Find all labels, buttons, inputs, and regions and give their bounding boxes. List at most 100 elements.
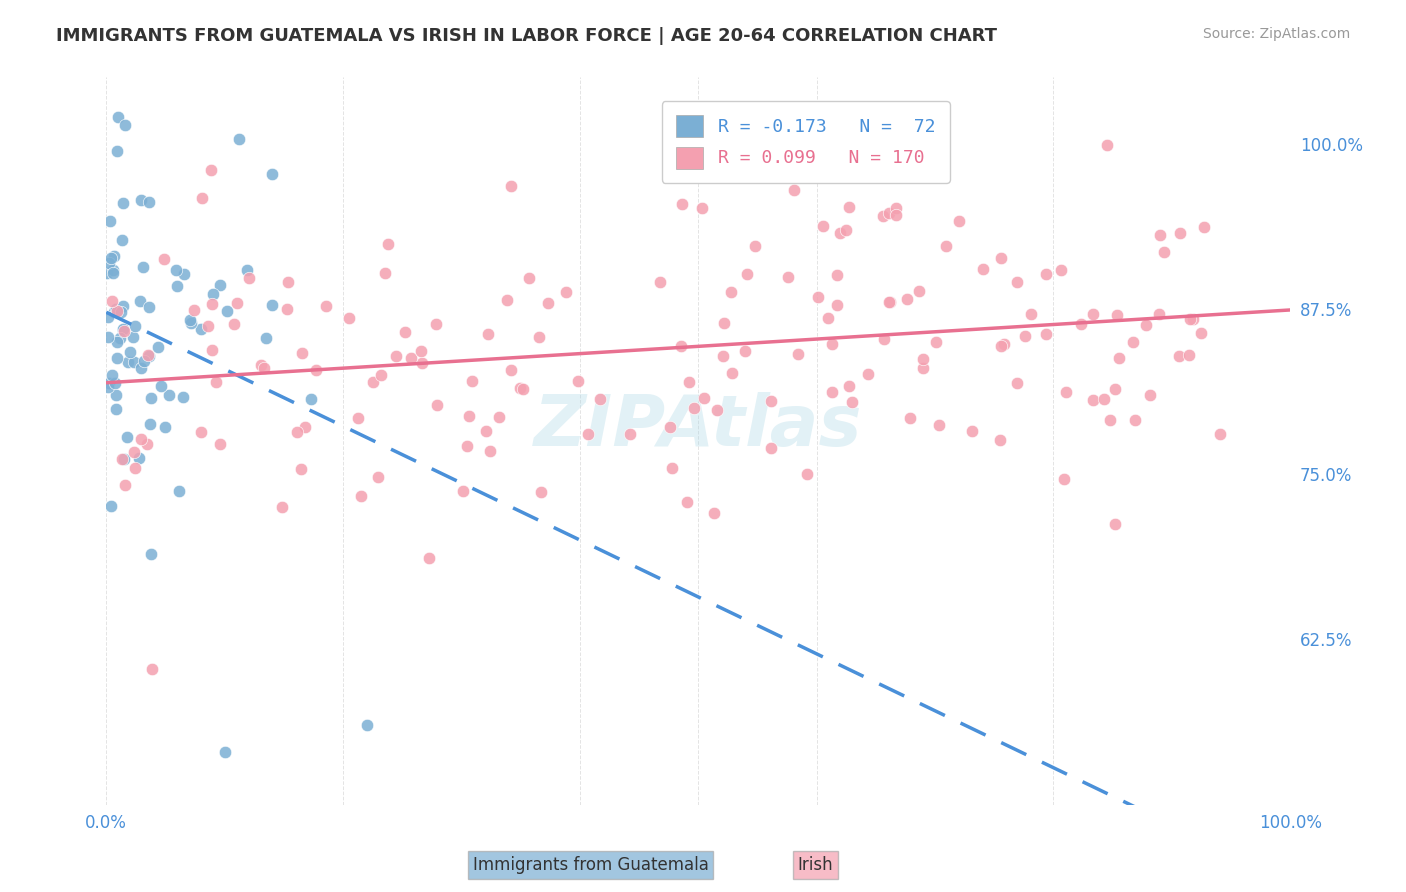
Point xyxy=(197,319,219,334)
Point xyxy=(238,271,260,285)
Text: ZIPAtlas: ZIPAtlas xyxy=(534,392,862,461)
Point xyxy=(112,324,135,338)
Point xyxy=(879,294,901,309)
Point xyxy=(817,311,839,326)
Point xyxy=(139,547,162,561)
Point xyxy=(426,398,449,412)
Point xyxy=(138,300,160,314)
Point xyxy=(399,351,422,365)
Point xyxy=(1050,263,1073,277)
Point xyxy=(1123,412,1146,426)
Point xyxy=(277,275,299,289)
Point xyxy=(315,300,337,314)
Point xyxy=(659,420,682,434)
Point xyxy=(225,296,247,310)
Point xyxy=(811,219,834,233)
Point xyxy=(690,201,713,215)
Point xyxy=(356,718,378,732)
Point xyxy=(907,284,929,298)
Point xyxy=(271,500,294,515)
Point xyxy=(135,436,157,450)
Point xyxy=(1168,349,1191,363)
Point xyxy=(149,379,172,393)
Point xyxy=(458,409,481,423)
Point xyxy=(122,355,145,369)
Point xyxy=(409,344,432,359)
Point xyxy=(103,266,125,280)
Point xyxy=(139,392,162,406)
Point xyxy=(146,340,169,354)
Point xyxy=(276,301,298,316)
Point xyxy=(804,151,827,165)
Point xyxy=(884,208,907,222)
Point xyxy=(972,261,994,276)
Point xyxy=(759,441,782,455)
Point xyxy=(718,156,741,170)
Point xyxy=(112,322,135,336)
Point xyxy=(1052,472,1074,486)
Legend: R = -0.173   N =  72, R = 0.099   N = 170: R = -0.173 N = 72, R = 0.099 N = 170 xyxy=(662,101,949,183)
Point xyxy=(167,483,190,498)
Point xyxy=(1021,307,1043,321)
Point xyxy=(104,301,127,316)
Point xyxy=(425,317,447,331)
Point xyxy=(783,183,806,197)
Text: Source: ZipAtlas.com: Source: ZipAtlas.com xyxy=(1202,27,1350,41)
Point xyxy=(1122,335,1144,350)
Point xyxy=(117,355,139,369)
Point xyxy=(290,462,312,476)
Point xyxy=(1054,384,1077,399)
Point xyxy=(821,337,844,351)
Point xyxy=(990,339,1012,353)
Point xyxy=(129,294,152,309)
Point xyxy=(141,662,163,676)
Point xyxy=(886,201,908,215)
Point xyxy=(787,347,810,361)
Point xyxy=(858,367,880,381)
Point xyxy=(118,345,141,359)
Point xyxy=(671,197,693,211)
Point xyxy=(104,401,127,416)
Point xyxy=(461,374,484,388)
Point xyxy=(100,500,122,514)
Point xyxy=(115,430,138,444)
Point xyxy=(100,251,122,265)
Point xyxy=(236,263,259,277)
Point xyxy=(103,249,125,263)
Point xyxy=(305,363,328,377)
Point xyxy=(165,263,187,277)
Point xyxy=(706,402,728,417)
Point xyxy=(682,401,704,416)
Point xyxy=(1104,517,1126,532)
Point xyxy=(361,375,384,389)
Point xyxy=(1007,376,1029,391)
Point xyxy=(877,295,900,310)
Point xyxy=(1192,219,1215,234)
Point xyxy=(418,551,440,566)
Point xyxy=(367,470,389,484)
Point xyxy=(350,489,373,503)
Point xyxy=(838,379,860,393)
Point xyxy=(993,337,1015,351)
Text: Irish: Irish xyxy=(797,856,834,874)
Point xyxy=(228,132,250,146)
Point xyxy=(1092,392,1115,406)
Point xyxy=(1189,326,1212,340)
Point xyxy=(721,367,744,381)
Point xyxy=(103,305,125,319)
Point xyxy=(898,411,921,425)
Point xyxy=(107,110,129,124)
Point xyxy=(204,375,226,389)
Point xyxy=(713,349,735,363)
Point xyxy=(104,376,127,391)
Point xyxy=(877,206,900,220)
Point xyxy=(97,330,120,344)
Point xyxy=(105,304,128,318)
Point xyxy=(475,424,498,438)
Point xyxy=(200,297,222,311)
Point xyxy=(1178,312,1201,326)
Point xyxy=(262,167,284,181)
Point xyxy=(828,226,851,240)
Point xyxy=(122,445,145,459)
Point xyxy=(650,275,672,289)
